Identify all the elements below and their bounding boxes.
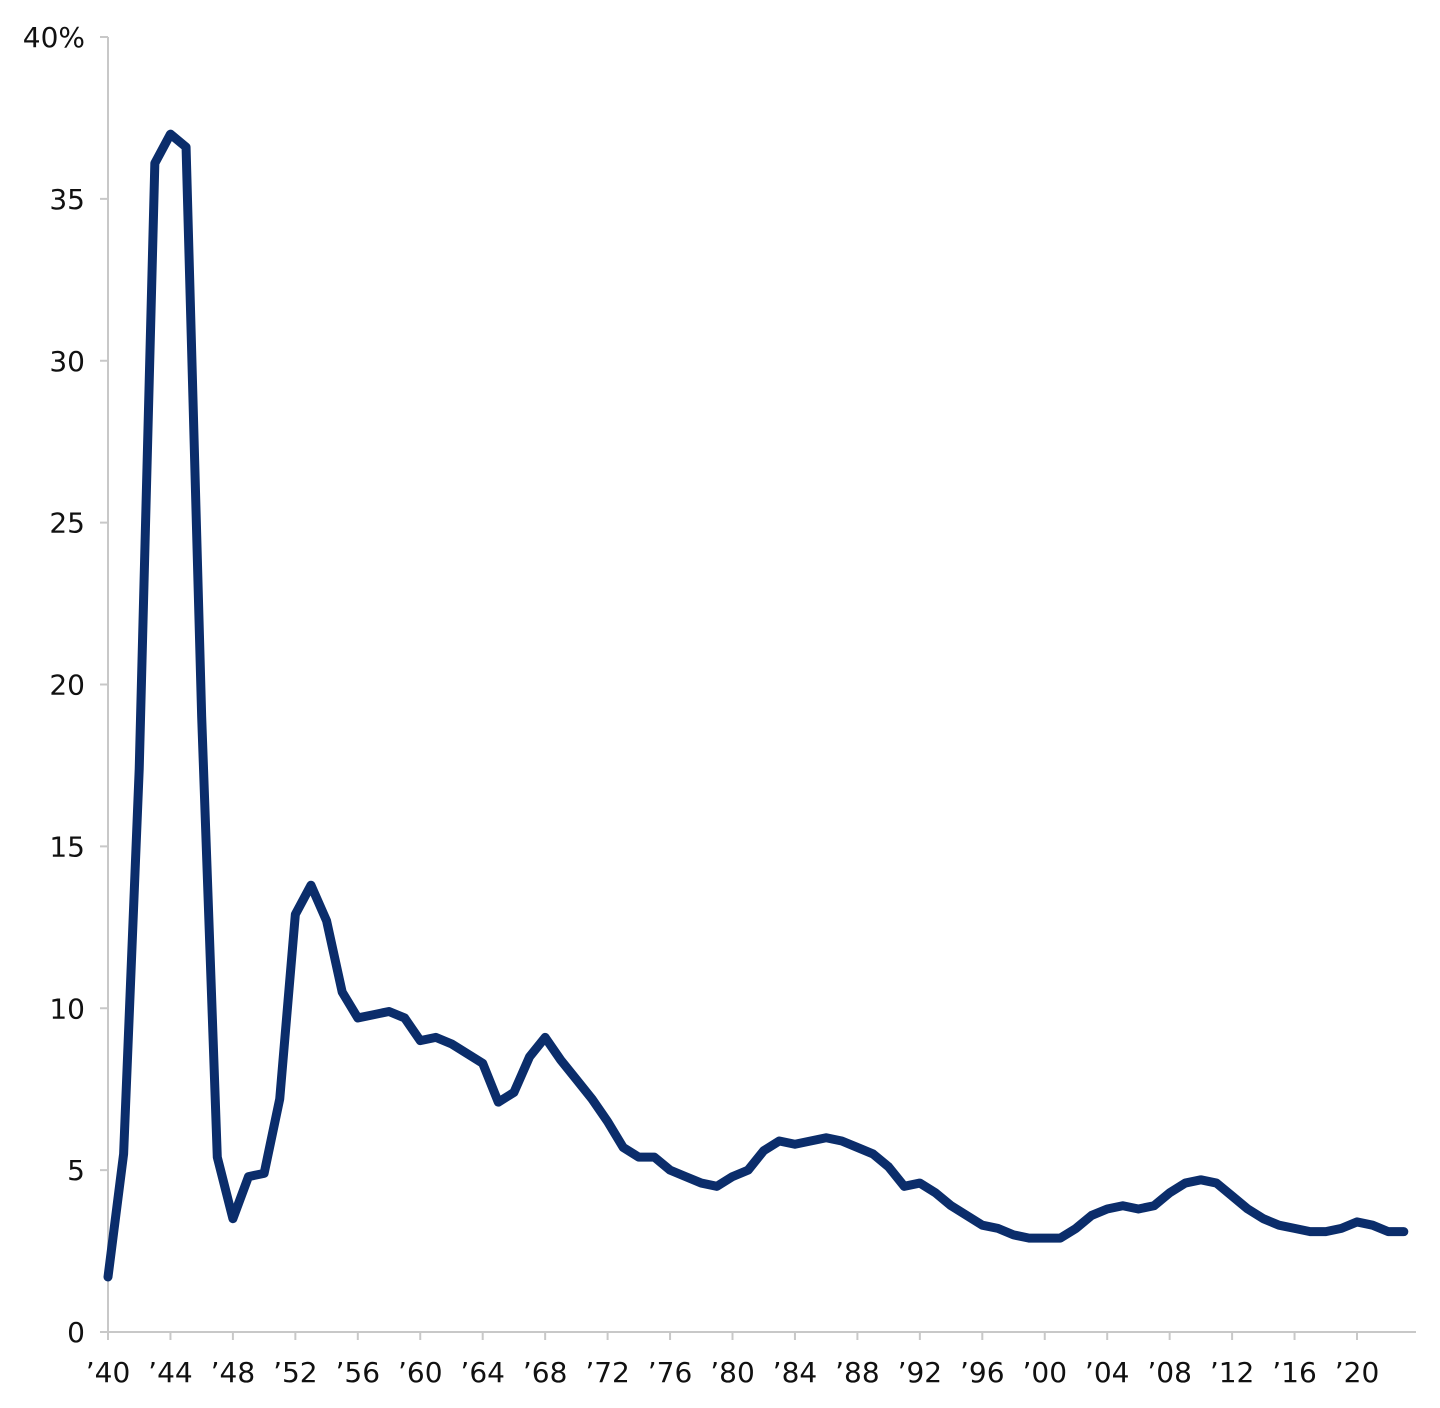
x-tick-label: ’84 xyxy=(773,1356,818,1389)
x-tick-label: ’04 xyxy=(1085,1356,1130,1389)
x-tick-label: ’72 xyxy=(585,1356,630,1389)
x-tick-label: ’64 xyxy=(460,1356,505,1389)
x-tick-label: ’92 xyxy=(898,1356,943,1389)
x-tick-label: ’76 xyxy=(648,1356,693,1389)
y-axis-ticks: 0 5 10 15 20 25 30 35 40% xyxy=(23,21,108,1349)
x-tick-label: ’96 xyxy=(960,1356,1005,1389)
axes xyxy=(107,37,1416,1333)
x-tick-label: ’44 xyxy=(148,1356,193,1389)
y-tick-label: 15 xyxy=(49,830,85,863)
x-tick-label: ’12 xyxy=(1210,1356,1255,1389)
x-tick-label: ’40 xyxy=(86,1356,131,1389)
y-tick-label: 0 xyxy=(67,1316,85,1349)
y-tick-label: 35 xyxy=(49,183,85,216)
y-tick-label: 40% xyxy=(23,21,85,54)
x-tick-label: ’60 xyxy=(398,1356,443,1389)
x-tick-label: ’48 xyxy=(211,1356,256,1389)
y-tick-label: 30 xyxy=(49,345,85,378)
x-tick-label: ’20 xyxy=(1335,1356,1380,1389)
series-layer xyxy=(103,129,1409,1282)
y-tick-label: 20 xyxy=(49,669,85,702)
x-tick-label: ’08 xyxy=(1147,1356,1192,1389)
y-tick-label: 25 xyxy=(49,507,85,540)
x-tick-label: ’68 xyxy=(523,1356,568,1389)
x-tick-label: ’56 xyxy=(336,1356,381,1389)
x-axis-ticks: ’40 ’44 ’48 ’52 ’56 ’60 ’64 ’68 ’72 ’76 ’80 ’84 ’88 ’… xyxy=(86,1332,1380,1389)
series-line xyxy=(103,129,1409,1282)
x-tick-label: ’80 xyxy=(710,1356,755,1389)
y-tick-label: 10 xyxy=(49,992,85,1025)
x-tick-label: ’52 xyxy=(273,1356,318,1389)
x-tick-label: ’00 xyxy=(1022,1356,1067,1389)
x-tick-label: ’16 xyxy=(1272,1356,1317,1389)
x-tick-label: ’88 xyxy=(835,1356,880,1389)
y-tick-label: 5 xyxy=(67,1154,85,1187)
